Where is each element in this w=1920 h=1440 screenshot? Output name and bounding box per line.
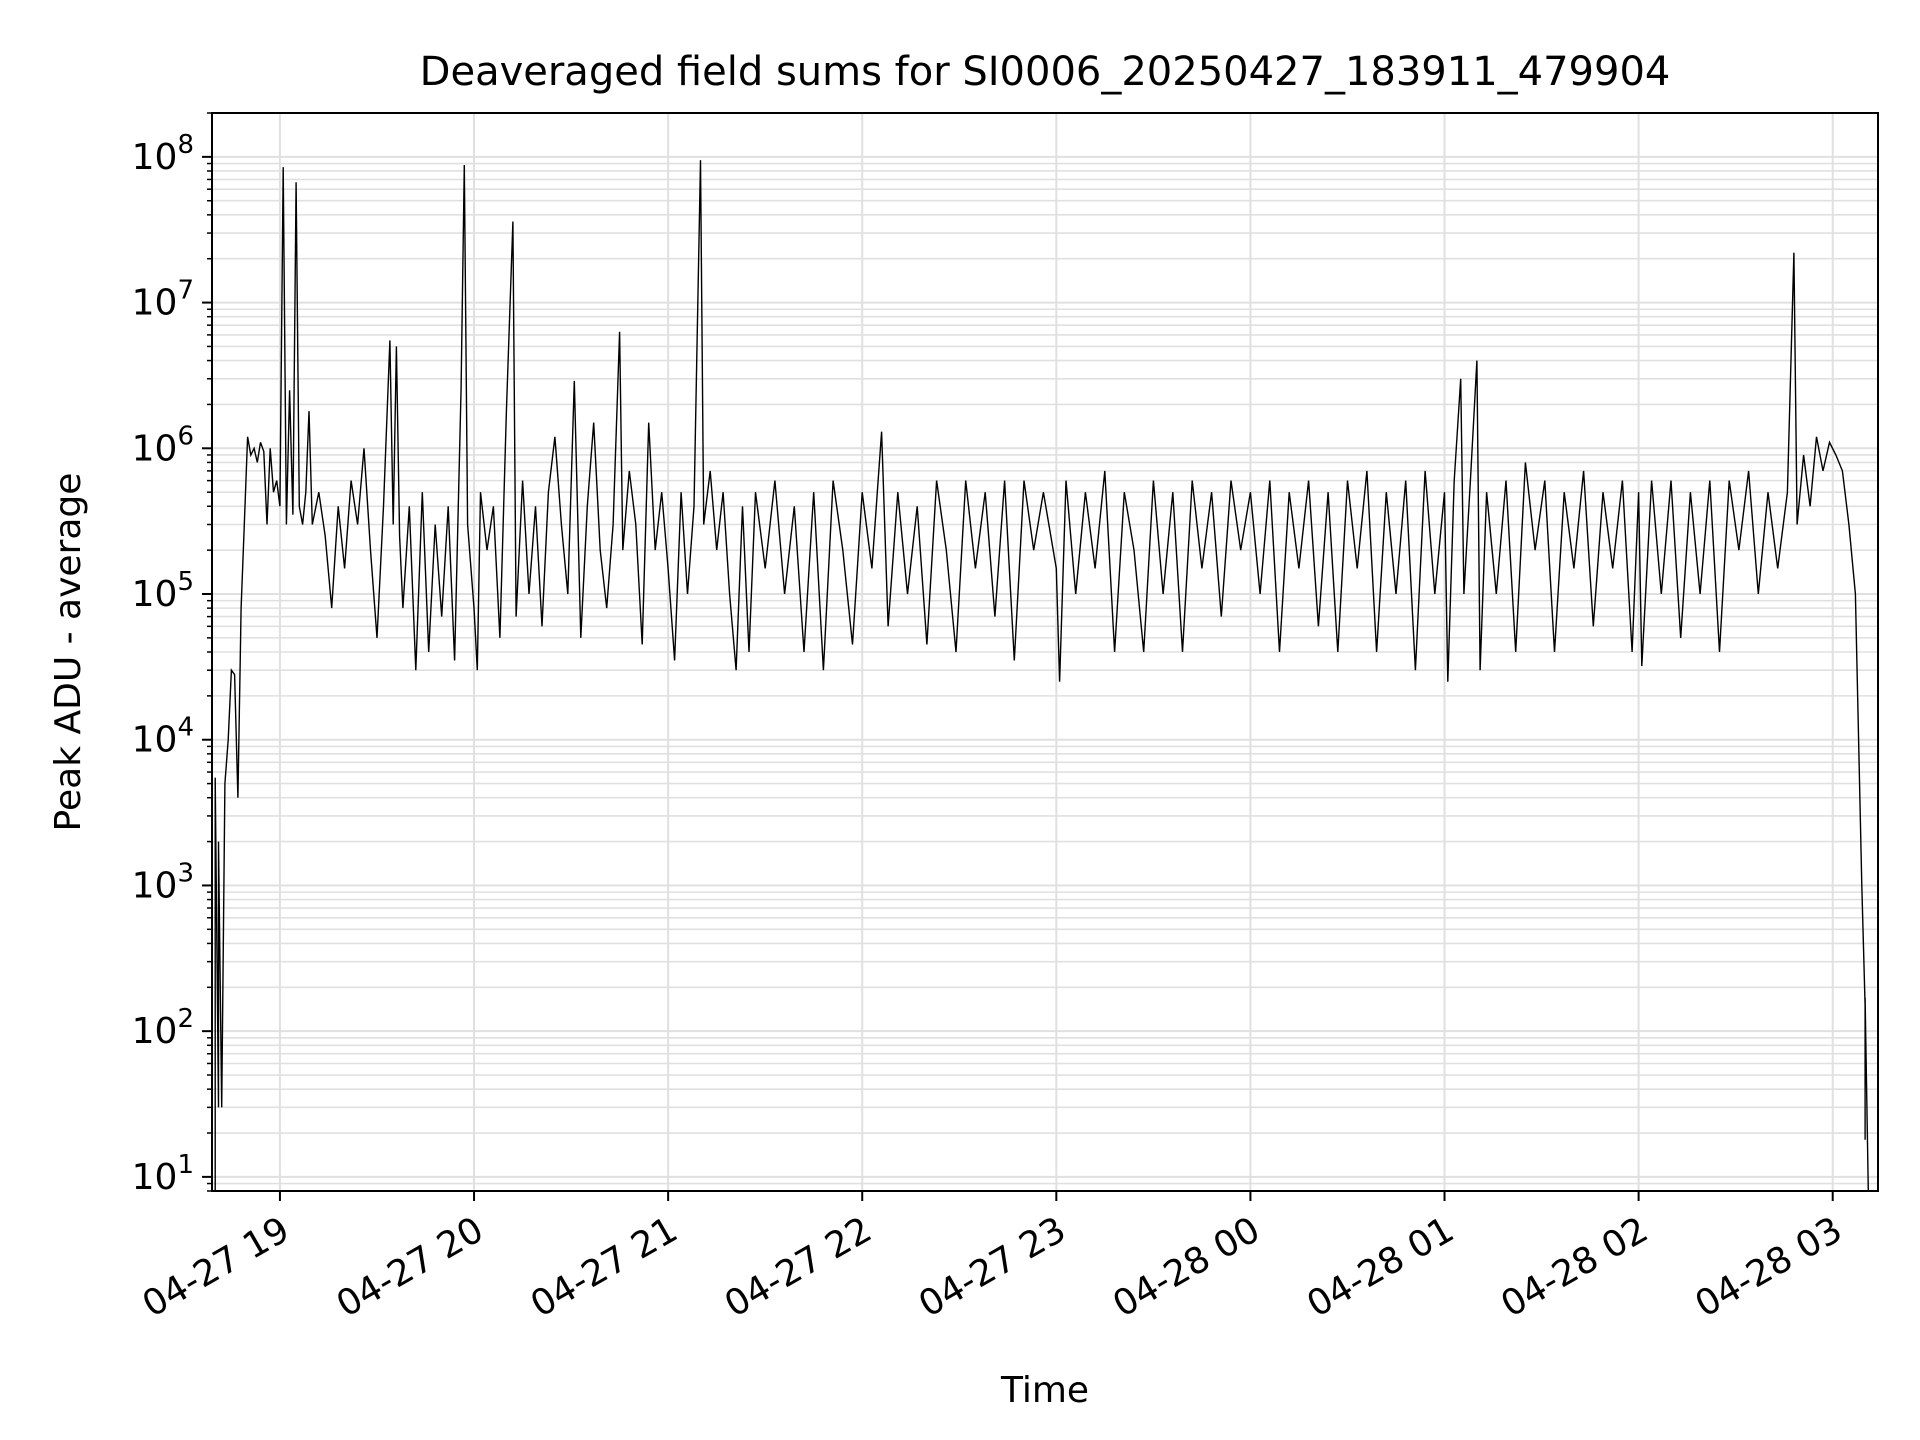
y-tick-label: 108 bbox=[132, 130, 194, 178]
y-tick-label: 106 bbox=[132, 421, 194, 469]
y-tick-label: 103 bbox=[132, 858, 194, 906]
y-tick-label: 105 bbox=[132, 567, 194, 615]
plot-area bbox=[212, 160, 1869, 1191]
y-tick-label: 101 bbox=[132, 1150, 194, 1198]
chart-title: Deaveraged field sums for SI0006_2025042… bbox=[420, 49, 1671, 95]
y-axis: 101 102 103 104 105 106 107 108 bbox=[132, 112, 212, 1198]
series-line bbox=[212, 160, 1869, 1191]
y-tick-label: 104 bbox=[132, 713, 194, 761]
y-axis-label: Peak ADU - average bbox=[48, 473, 89, 832]
x-axis-label: Time bbox=[1000, 1370, 1089, 1411]
y-tick-label: 107 bbox=[132, 276, 194, 324]
y-tick-label: 102 bbox=[132, 1004, 194, 1052]
